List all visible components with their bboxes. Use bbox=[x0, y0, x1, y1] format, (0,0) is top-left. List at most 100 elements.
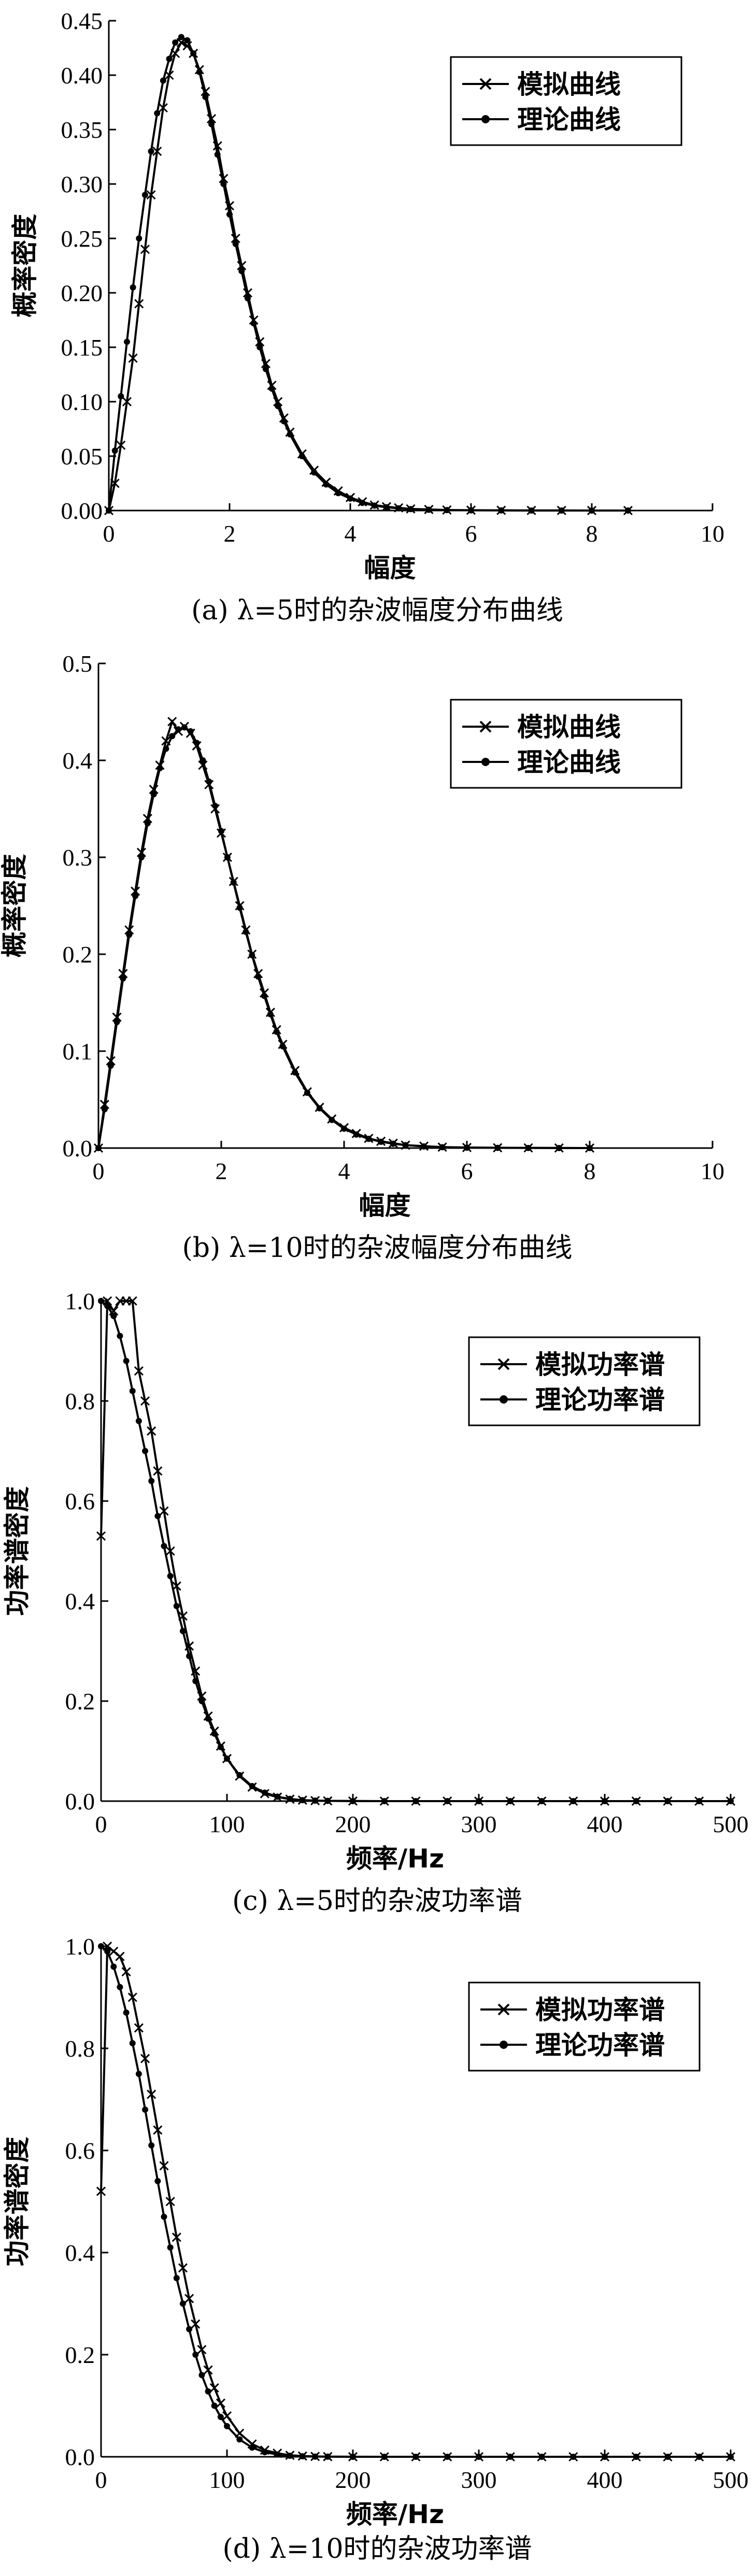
data-point bbox=[255, 973, 262, 980]
figure-caption: (b) λ=10时的杂波幅度分布曲线 bbox=[182, 1233, 572, 1264]
y-tick-label: 0.35 bbox=[61, 117, 103, 143]
legend-label-0: 模拟功率谱 bbox=[535, 1350, 665, 1380]
y-tick-label: 0.8 bbox=[65, 2035, 95, 2062]
data-point bbox=[116, 440, 126, 450]
data-point bbox=[528, 507, 535, 514]
data-point bbox=[205, 1715, 211, 1722]
data-point bbox=[498, 507, 505, 514]
y-tick-label: 0.4 bbox=[65, 1588, 95, 1615]
data-point bbox=[257, 344, 263, 350]
legend-marker-dot bbox=[481, 758, 490, 766]
data-point bbox=[186, 1653, 193, 1660]
data-point bbox=[262, 366, 269, 372]
data-point bbox=[538, 1798, 545, 1804]
data-point bbox=[261, 993, 267, 999]
x-tick-label: 6 bbox=[461, 1158, 473, 1184]
data-point bbox=[147, 2089, 156, 2099]
x-tick-label: 4 bbox=[338, 1158, 350, 1184]
data-point bbox=[142, 2106, 149, 2113]
data-point bbox=[156, 765, 163, 771]
data-point bbox=[113, 1018, 120, 1025]
y-tick-label: 0.20 bbox=[61, 280, 103, 306]
data-point bbox=[161, 1542, 167, 1549]
data-point bbox=[127, 1296, 137, 1306]
x-tick-label: 0 bbox=[93, 1158, 105, 1184]
data-point bbox=[178, 2263, 188, 2273]
data-point bbox=[179, 1627, 186, 1634]
y-axis-label: 概率密度 bbox=[0, 854, 30, 958]
y-tick-label: 0.45 bbox=[61, 8, 103, 34]
data-point bbox=[261, 2449, 268, 2456]
x-tick-label: 10 bbox=[701, 520, 724, 547]
data-point bbox=[216, 2398, 225, 2408]
data-point bbox=[587, 1145, 593, 1151]
data-point bbox=[206, 779, 212, 785]
x-tick-label: 300 bbox=[461, 1811, 497, 1837]
figure-caption: (a) λ=5时的杂波幅度分布曲线 bbox=[191, 595, 563, 626]
data-point bbox=[198, 1698, 205, 1704]
data-point bbox=[167, 717, 177, 727]
data-point bbox=[128, 353, 138, 363]
data-point bbox=[159, 2161, 169, 2171]
data-point bbox=[371, 502, 378, 509]
data-point bbox=[243, 928, 249, 935]
x-tick-label: 0 bbox=[103, 520, 115, 547]
data-point bbox=[219, 174, 229, 183]
data-point bbox=[209, 2383, 219, 2393]
data-point bbox=[173, 2275, 180, 2282]
y-tick-label: 0.2 bbox=[65, 2342, 95, 2368]
legend-marker-dot bbox=[500, 2041, 508, 2049]
data-point bbox=[421, 1143, 428, 1150]
x-tick-label: 10 bbox=[701, 1158, 724, 1184]
data-point bbox=[101, 1106, 108, 1113]
y-tick-label: 0.00 bbox=[61, 498, 103, 524]
x-tick-label: 400 bbox=[587, 2467, 623, 2493]
data-point bbox=[468, 507, 474, 514]
data-point bbox=[129, 2040, 136, 2047]
data-point bbox=[249, 2444, 255, 2451]
data-point bbox=[166, 55, 173, 62]
data-point bbox=[205, 2388, 211, 2395]
data-point bbox=[365, 1136, 372, 1142]
data-point bbox=[407, 506, 414, 513]
data-point bbox=[444, 2454, 451, 2460]
series-line-1 bbox=[100, 1945, 731, 2458]
data-point bbox=[120, 975, 126, 982]
data-point bbox=[109, 1946, 119, 1956]
data-point bbox=[192, 2352, 199, 2358]
chart-panel-0: 0 2 4 6 8 10 0.00 0.05 0.10 0.15 0.20 0.25 0.30 0.35 0… bbox=[10, 8, 724, 626]
data-point bbox=[109, 1306, 119, 1316]
data-point bbox=[383, 504, 390, 511]
data-point bbox=[232, 240, 239, 247]
data-point bbox=[117, 1984, 123, 1990]
data-point bbox=[159, 1506, 169, 1516]
data-point bbox=[126, 931, 133, 938]
data-point bbox=[214, 151, 221, 158]
data-point bbox=[395, 505, 402, 512]
data-point bbox=[115, 1951, 125, 1961]
x-tick-label: 8 bbox=[586, 520, 598, 547]
series-line-1 bbox=[97, 726, 590, 1149]
data-point bbox=[324, 2453, 331, 2460]
data-point bbox=[538, 2454, 545, 2460]
data-point bbox=[135, 2071, 142, 2077]
x-tick-label: 2 bbox=[216, 1158, 227, 1184]
data-point bbox=[378, 1138, 384, 1145]
y-tick-label: 0.2 bbox=[63, 941, 93, 968]
data-point bbox=[230, 879, 237, 886]
data-point bbox=[142, 1448, 149, 1454]
x-tick-label: 100 bbox=[209, 1811, 245, 1837]
y-axis-label: 功率谱密度 bbox=[2, 1487, 32, 1616]
data-point bbox=[160, 77, 166, 84]
data-point bbox=[249, 1783, 255, 1790]
data-point bbox=[134, 299, 144, 309]
x-axis-label: 幅度 bbox=[364, 553, 416, 583]
data-point bbox=[148, 2142, 155, 2149]
data-point bbox=[208, 121, 215, 128]
data-point bbox=[153, 1466, 163, 1476]
x-axis-label: 幅度 bbox=[359, 1191, 411, 1221]
data-point bbox=[476, 2454, 482, 2460]
data-point bbox=[110, 1312, 117, 1319]
data-point bbox=[123, 1357, 130, 1364]
figure-caption: (d) λ=10时的杂波功率谱 bbox=[222, 2533, 532, 2565]
